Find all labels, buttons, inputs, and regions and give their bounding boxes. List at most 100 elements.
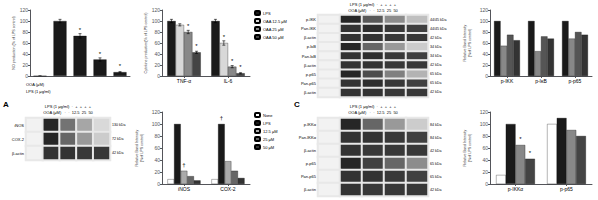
svg-text:Relative Band Intensity: Relative Band Intensity	[463, 129, 467, 166]
svg-text:60: 60	[482, 40, 488, 46]
svg-text:*: *	[223, 34, 226, 40]
svg-text:0: 0	[485, 181, 488, 187]
svg-text:42 kDa: 42 kDa	[430, 188, 441, 192]
svg-text:β-actin: β-actin	[304, 63, 316, 68]
svg-text:84 kDa: 84 kDa	[430, 136, 441, 140]
svg-text:*: *	[187, 23, 190, 29]
svg-text:80: 80	[154, 29, 160, 35]
svg-text:Relative Band Intensity: Relative Band Intensity	[135, 129, 139, 166]
svg-text:iNOS: iNOS	[14, 123, 24, 128]
svg-text:TNF-α: TNF-α	[177, 78, 191, 84]
svg-text:34 kDa: 34 kDa	[430, 45, 441, 49]
svg-text:OOA (μM) · · 12.5 25 50: OOA (μM) · · 12.5 25 50	[43, 110, 93, 115]
svg-text:p-p65: p-p65	[560, 186, 573, 192]
svg-text:LPS: LPS	[263, 11, 271, 16]
svg-text:Pan-IKK: Pan-IKK	[301, 26, 316, 31]
svg-text:20: 20	[154, 62, 160, 68]
svg-text:40: 40	[154, 51, 160, 57]
svg-text:None: None	[263, 113, 273, 118]
svg-text:120: 120	[480, 7, 489, 13]
svg-text:OAA 12.5 μM: OAA 12.5 μM	[263, 19, 287, 24]
svg-text:40: 40	[22, 51, 28, 57]
svg-text:44/45 kDa: 44/45 kDa	[430, 18, 446, 22]
svg-text:80: 80	[482, 133, 488, 139]
svg-text:130 kDa: 130 kDa	[112, 123, 125, 127]
svg-text:20: 20	[482, 169, 488, 175]
svg-text:*: *	[119, 63, 122, 69]
svg-text:20: 20	[22, 62, 28, 68]
svg-text:LPS (1 μg/ml) · + + + +: LPS (1 μg/ml) · + + + +	[350, 2, 397, 7]
svg-text:42 kDa: 42 kDa	[430, 63, 441, 67]
svg-text:LPS: LPS	[263, 121, 271, 126]
svg-text:p-IκB: p-IκB	[535, 78, 547, 84]
svg-text:20: 20	[482, 62, 488, 68]
svg-text:Cytokine production(% of LPS c: Cytokine production(% of LPS control)	[144, 13, 148, 74]
svg-text:12.5 μM: 12.5 μM	[263, 129, 278, 134]
svg-text:iNOS: iNOS	[178, 186, 191, 192]
svg-text:65 kDa: 65 kDa	[430, 81, 441, 85]
svg-text:120: 120	[480, 109, 489, 115]
svg-text:20: 20	[154, 169, 160, 175]
svg-text:COX-2: COX-2	[220, 186, 236, 192]
svg-text:100: 100	[152, 121, 161, 127]
svg-text:0: 0	[485, 73, 488, 79]
svg-text:C: C	[294, 100, 300, 109]
svg-text:0: 0	[25, 73, 28, 79]
svg-text:*: *	[79, 27, 82, 33]
svg-text:p-IKK: p-IKK	[501, 78, 514, 84]
svg-text:42 kDa: 42 kDa	[112, 151, 123, 155]
svg-text:*: *	[519, 136, 522, 142]
svg-text:42 kDa: 42 kDa	[430, 90, 441, 94]
svg-text:65 kDa: 65 kDa	[430, 72, 441, 76]
svg-text:p-IKKα: p-IKKα	[304, 122, 317, 127]
svg-text:Pan-p65: Pan-p65	[301, 174, 317, 179]
svg-text:NO production (% of LPS contro: NO production (% of LPS control)	[12, 16, 16, 69]
svg-text:β-actin: β-actin	[304, 148, 316, 153]
svg-text:p-IκB: p-IκB	[307, 44, 317, 49]
svg-text:IL-6: IL-6	[224, 78, 233, 84]
svg-text:p-IKKα: p-IKKα	[508, 186, 524, 192]
svg-text:80: 80	[154, 133, 160, 139]
svg-text:OAA 50 μM: OAA 50 μM	[263, 35, 284, 40]
svg-text:β-actin: β-actin	[12, 151, 24, 156]
svg-text:42 kDa: 42 kDa	[430, 149, 441, 153]
svg-text:OAA 25 μM: OAA 25 μM	[263, 27, 284, 32]
svg-text:Relative Band Intensity: Relative Band Intensity	[463, 24, 467, 61]
svg-text:84 kDa: 84 kDa	[430, 123, 441, 127]
svg-text:*: *	[239, 64, 242, 70]
svg-text:†: †	[182, 162, 185, 168]
svg-text:72 kDa: 72 kDa	[112, 137, 123, 141]
svg-text:p-p65: p-p65	[306, 161, 317, 166]
svg-text:(%of LPS control): (%of LPS control)	[468, 134, 472, 162]
svg-text:LPS (1 μg/ml): LPS (1 μg/ml)	[26, 89, 51, 94]
svg-text:25 μM: 25 μM	[263, 137, 274, 142]
svg-text:Pan-IκB: Pan-IκB	[302, 54, 317, 59]
svg-text:100: 100	[20, 18, 29, 24]
svg-text:0: 0	[157, 181, 160, 187]
svg-text:(%of LPS control): (%of LPS control)	[140, 134, 144, 162]
svg-text:Pan-p65: Pan-p65	[301, 81, 317, 86]
svg-text:*: *	[231, 58, 234, 64]
svg-text:60: 60	[154, 145, 160, 151]
svg-text:80: 80	[22, 29, 28, 35]
svg-text:p-p65: p-p65	[569, 78, 582, 84]
svg-text:*: *	[529, 150, 532, 156]
svg-text:†: †	[220, 115, 223, 121]
svg-text:44/45 kDa: 44/45 kDa	[430, 27, 446, 31]
svg-text:OOA (μM): OOA (μM)	[26, 82, 45, 87]
svg-text:(%of LPS control): (%of LPS control)	[468, 29, 472, 57]
svg-text:β-actin: β-actin	[304, 35, 316, 40]
svg-text:65 kDa: 65 kDa	[430, 175, 441, 179]
svg-text:β-actin: β-actin	[304, 187, 316, 192]
svg-text:LPS (1 μg/ml) · + + + +: LPS (1 μg/ml) · + + + +	[45, 104, 92, 109]
svg-text:*: *	[195, 43, 198, 49]
svg-text:80: 80	[482, 29, 488, 35]
svg-text:100: 100	[152, 18, 161, 24]
svg-text:60: 60	[22, 40, 28, 46]
svg-text:34 kDa: 34 kDa	[430, 54, 441, 58]
svg-text:A: A	[3, 100, 9, 109]
svg-text:OOA (μM) · · 12.5 25 50: OOA (μM) · · 12.5 25 50	[348, 8, 398, 13]
svg-text:p-IKK: p-IKK	[306, 17, 316, 22]
svg-text:p-p65: p-p65	[306, 72, 317, 77]
svg-text:100: 100	[480, 121, 489, 127]
